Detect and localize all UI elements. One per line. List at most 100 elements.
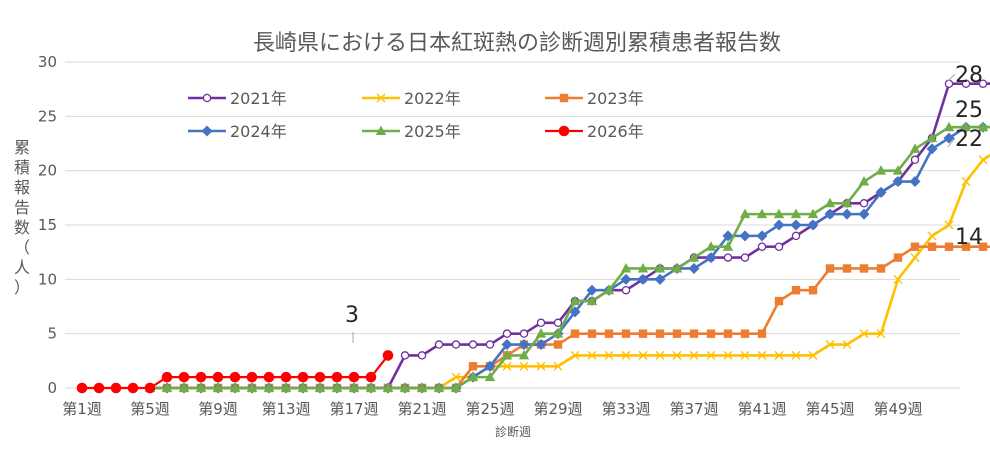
data-point xyxy=(892,165,904,175)
series-2024年 xyxy=(144,121,990,394)
data-point xyxy=(331,382,343,392)
data-point xyxy=(280,371,292,383)
x-tick-label: 第21週 xyxy=(397,400,446,418)
data-point xyxy=(450,382,462,392)
data-point xyxy=(297,371,309,383)
data-point xyxy=(502,329,512,338)
data-point xyxy=(434,340,444,349)
data-point xyxy=(774,296,784,306)
data-point xyxy=(501,349,513,360)
data-point xyxy=(825,264,835,273)
data-point xyxy=(263,382,275,392)
data-point xyxy=(706,350,716,360)
data-point xyxy=(586,284,598,296)
data-point xyxy=(484,371,496,382)
data-point xyxy=(910,155,920,165)
data-point xyxy=(587,350,597,360)
annotations: 28 25 22 14 3 xyxy=(345,63,983,343)
data-point xyxy=(552,328,564,338)
data-point xyxy=(893,274,903,284)
data-point xyxy=(978,242,988,251)
data-point xyxy=(722,230,734,242)
x-tick-label: 第45週 xyxy=(805,400,854,418)
data-point xyxy=(977,121,989,132)
data-label-text: 3 xyxy=(345,303,359,328)
y-axis-label-char: 数 xyxy=(14,218,30,237)
data-point xyxy=(502,361,512,371)
data-point xyxy=(569,306,581,318)
legend-entry: 2021年 xyxy=(188,89,287,108)
leader-line xyxy=(947,73,956,82)
data-point xyxy=(559,93,569,103)
data-point xyxy=(621,329,631,338)
data-point xyxy=(756,230,768,242)
data-point xyxy=(961,79,971,88)
data-point xyxy=(791,286,801,295)
y-tick-label: 25 xyxy=(38,107,57,125)
data-point xyxy=(144,382,156,394)
legend-entry: 2022年 xyxy=(362,89,461,108)
data-point xyxy=(586,295,598,306)
data-point xyxy=(841,197,853,208)
y-axis-label-char: ） xyxy=(14,278,30,297)
data-point xyxy=(672,329,682,338)
data-point xyxy=(722,241,734,251)
data-point xyxy=(825,340,835,350)
y-tick-label: 10 xyxy=(38,270,57,288)
data-point xyxy=(723,350,733,360)
legend-entry: 2024年 xyxy=(188,122,287,141)
y-tick-label: 30 xyxy=(38,53,57,71)
data-point xyxy=(468,362,478,371)
data-point xyxy=(416,382,428,392)
data-point xyxy=(926,143,938,155)
y-tick-label: 5 xyxy=(47,325,57,343)
data-point xyxy=(654,273,666,285)
data-point xyxy=(808,350,818,360)
series-layer xyxy=(76,79,990,394)
x-tick-label: 第37週 xyxy=(669,400,718,418)
data-point xyxy=(824,197,836,208)
data-point xyxy=(927,242,937,251)
data-point xyxy=(433,382,445,392)
data-point xyxy=(621,350,631,360)
data-label: 25 xyxy=(955,98,983,123)
data-point xyxy=(773,208,785,219)
data-point xyxy=(688,252,700,262)
data-point xyxy=(978,155,988,165)
data-point xyxy=(944,220,954,230)
data-label: 22 xyxy=(947,127,983,152)
data-point xyxy=(893,253,903,262)
x-tick-label: 第13週 xyxy=(261,400,310,418)
x-tick-label: 第9週 xyxy=(198,400,238,418)
data-point xyxy=(876,264,886,273)
data-point xyxy=(553,361,563,371)
data-point xyxy=(944,242,954,251)
data-label-text: 14 xyxy=(955,225,983,250)
data-point xyxy=(739,208,751,219)
data-label-text: 22 xyxy=(955,127,983,152)
y-axis-label-char: 積 xyxy=(14,158,30,177)
data-point xyxy=(297,382,309,392)
data-point xyxy=(740,350,750,360)
data-label: 3 xyxy=(345,303,359,343)
data-label-text: 25 xyxy=(955,98,983,123)
data-point xyxy=(76,382,88,394)
data-point xyxy=(314,382,326,392)
data-point xyxy=(807,219,819,231)
data-point xyxy=(774,350,784,360)
series-line xyxy=(150,125,990,390)
data-point xyxy=(672,350,682,360)
data-point xyxy=(824,208,836,220)
data-point xyxy=(365,371,377,383)
data-point xyxy=(926,132,938,143)
data-point xyxy=(178,382,190,392)
data-point xyxy=(943,132,955,144)
legend-entry: 2025年 xyxy=(362,122,461,141)
chart-title: 長崎県における日本紅斑熱の診断週別累積患者報告数 xyxy=(253,31,781,56)
data-point xyxy=(535,328,547,338)
data-point xyxy=(518,349,530,360)
data-point xyxy=(842,340,852,350)
y-tick-label: 15 xyxy=(38,216,57,234)
data-point xyxy=(739,230,751,242)
